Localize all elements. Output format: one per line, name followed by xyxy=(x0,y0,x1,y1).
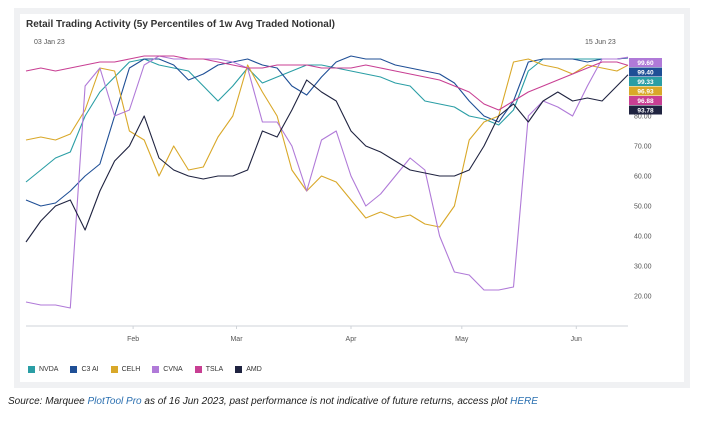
legend-swatch xyxy=(235,366,243,373)
y-tick-label: 20.00 xyxy=(634,294,652,301)
end-value-tag xyxy=(629,58,662,67)
legend: NVDA C3 AI CELH CVNA TSLA AMD xyxy=(28,366,262,373)
y-tick-label: 40.00 xyxy=(634,234,652,241)
legend-item[interactable]: CVNA xyxy=(152,366,183,373)
end-value-label: 96.88 xyxy=(637,98,654,105)
legend-label: CELH xyxy=(121,366,141,373)
series-line-c3-ai xyxy=(25,55,629,207)
series-line-nvda xyxy=(25,57,629,183)
series-line-cvna xyxy=(25,55,629,309)
x-tick-label: Mar xyxy=(230,336,243,343)
x-tick-label: Jun xyxy=(571,336,582,343)
legend-label: CVNA xyxy=(163,366,183,373)
end-value-tag xyxy=(629,105,662,115)
end-value-tag xyxy=(629,96,662,105)
end-value-tag xyxy=(629,86,662,96)
legend-item[interactable]: C3 AI xyxy=(70,366,99,373)
legend-swatch xyxy=(70,366,78,373)
legend-item[interactable]: CELH xyxy=(110,366,141,373)
legend-swatch xyxy=(110,366,118,373)
range-start-label: 03 Jan 23 xyxy=(34,39,65,46)
source-note: Source: Marquee PlotTool Pro as of 16 Ju… xyxy=(8,396,538,407)
range-end-label: 15 Jun 23 xyxy=(585,39,616,46)
chart-title: Retail Trading Activity (5y Percentiles … xyxy=(26,19,335,30)
end-value-label: 99.60 xyxy=(637,60,654,67)
legend-item[interactable]: AMD xyxy=(235,366,262,373)
legend-item[interactable]: NVDA xyxy=(28,366,58,373)
legend-swatch xyxy=(194,366,202,373)
source-middle: as of 16 Jun 2023, past performance is n… xyxy=(141,396,511,407)
x-tick-label: Feb xyxy=(127,336,139,343)
end-value-label: 99.33 xyxy=(637,79,654,86)
series-line-tsla xyxy=(25,55,629,111)
series-line-amd xyxy=(25,74,629,243)
source-prefix: Source: Marquee xyxy=(8,396,88,407)
legend-label: AMD xyxy=(246,366,262,373)
legend-label: NVDA xyxy=(39,366,59,373)
access-plot-link[interactable]: HERE xyxy=(510,396,538,407)
end-value-tag xyxy=(629,77,662,86)
y-tick-label: 80.00 xyxy=(634,114,652,121)
end-value-label: 99.40 xyxy=(637,70,654,77)
legend-swatch xyxy=(152,366,160,373)
plottool-link[interactable]: PlotTool Pro xyxy=(87,396,142,407)
legend-label: C3 AI xyxy=(81,366,99,373)
legend-swatch xyxy=(28,366,35,373)
y-tick-label: 60.00 xyxy=(634,174,652,181)
end-value-label: 93.78 xyxy=(637,108,654,115)
y-tick-label: 70.00 xyxy=(634,144,652,151)
y-tick-label: 50.00 xyxy=(634,204,652,211)
chart-card xyxy=(20,14,684,382)
x-tick-label: May xyxy=(455,336,469,343)
series-line-celh xyxy=(25,58,629,228)
end-value-label: 96.93 xyxy=(637,89,654,96)
legend-label: TSLA xyxy=(205,366,224,373)
end-value-tag xyxy=(629,67,662,77)
legend-item[interactable]: TSLA xyxy=(194,366,224,373)
x-tick-label: Apr xyxy=(346,336,358,343)
y-tick-label: 30.00 xyxy=(634,264,652,271)
